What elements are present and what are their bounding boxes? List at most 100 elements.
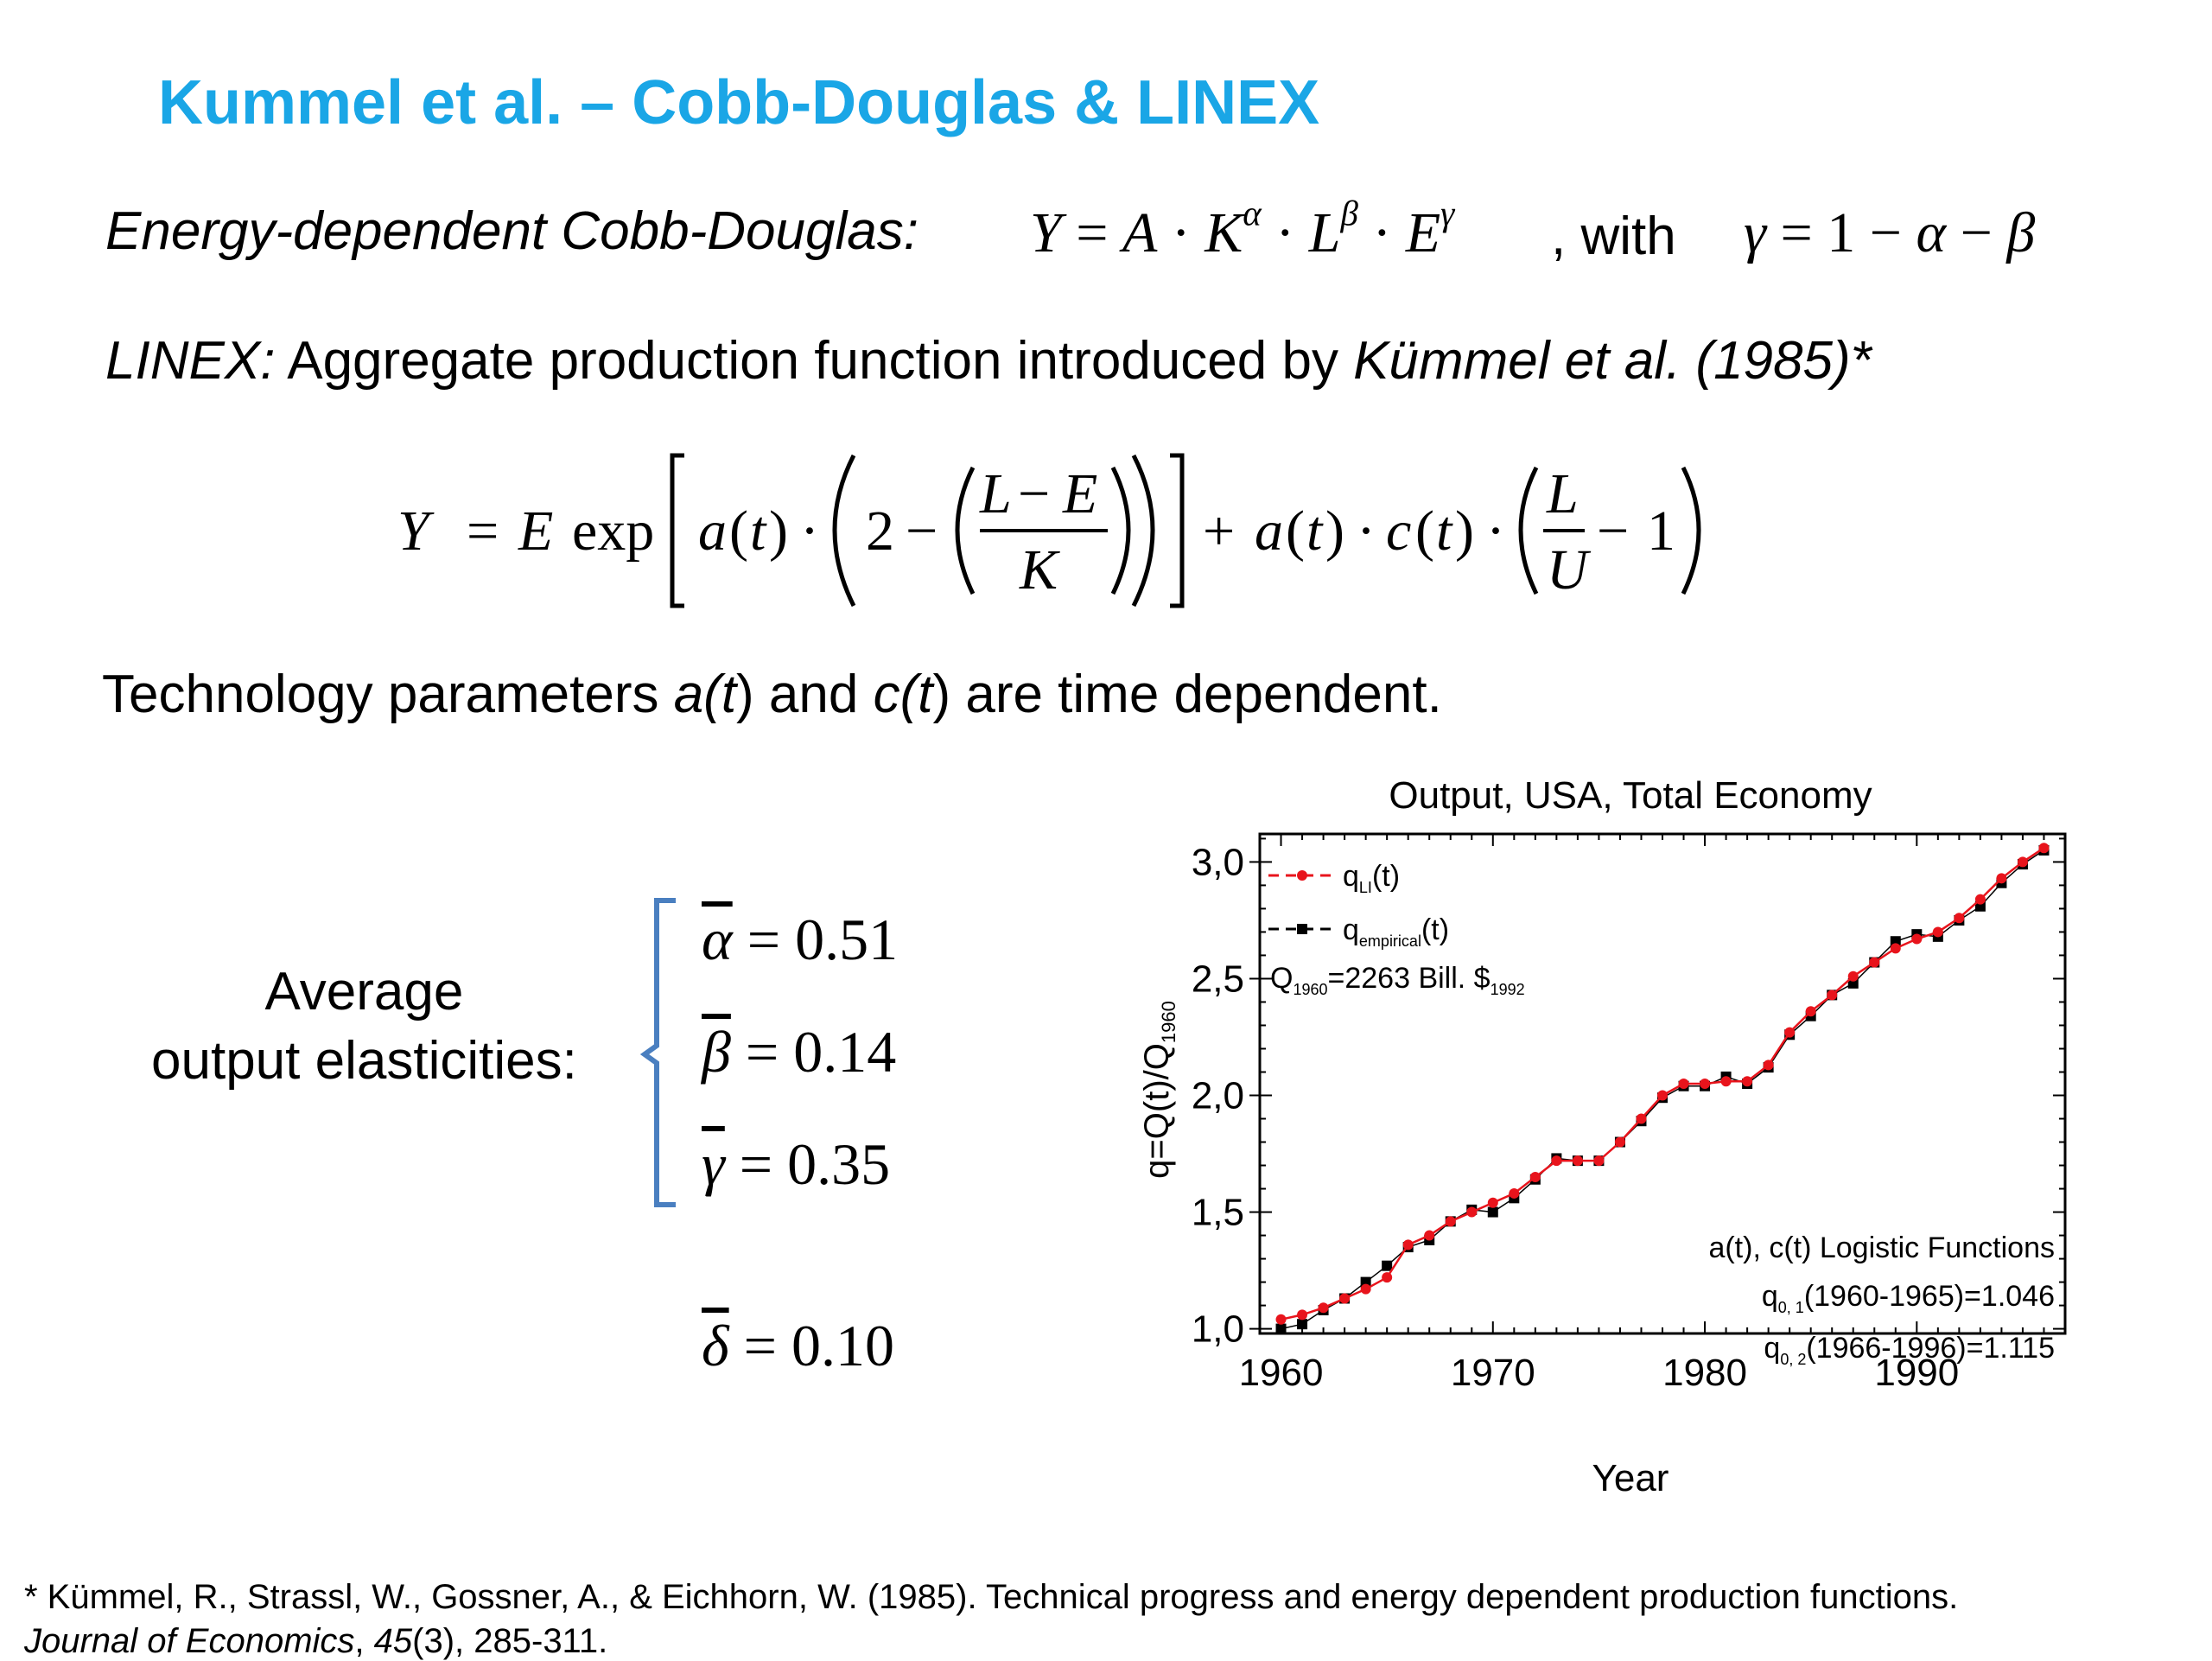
data-point-linex xyxy=(1742,1076,1753,1087)
minor-ticks xyxy=(1259,834,2066,1333)
q02-sub: 0, 2 xyxy=(1780,1351,1806,1368)
data-point-linex xyxy=(1954,913,1965,924)
footnote-sep: , xyxy=(354,1622,374,1660)
q1960-annotation: Q1960=2263 Bill. $1992 xyxy=(1270,962,1525,998)
data-point-linex xyxy=(1974,894,1986,905)
svg-text:−: − xyxy=(1597,500,1629,563)
svg-text:1: 1 xyxy=(1647,500,1675,563)
svg-text:): ) xyxy=(1325,500,1344,563)
data-point-linex xyxy=(1932,926,1943,938)
y-tick-label: 1,0 xyxy=(1192,1308,1244,1351)
elasticities-label-line2: output elasticities: xyxy=(151,1031,577,1091)
svg-text:U: U xyxy=(1547,538,1592,601)
data-point-linex xyxy=(1996,873,2007,884)
svg-text:K: K xyxy=(1019,538,1060,601)
svg-text:t: t xyxy=(1436,500,1453,563)
delta-value: 0.10 xyxy=(791,1313,894,1378)
chart-title: Output, USA, Total Economy xyxy=(1389,774,1872,817)
svg-text:·: · xyxy=(1486,500,1505,563)
y-axis: 1,0 1,5 2,0 2,5 3,0 xyxy=(1192,841,1260,1351)
q1960-prefix: Q xyxy=(1270,962,1293,995)
legend-item-linex: qLI(t) xyxy=(1268,860,1400,896)
svg-text:L: L xyxy=(1546,462,1579,525)
y-tick-label: 2,0 xyxy=(1192,1075,1244,1117)
svg-text:·: · xyxy=(1357,500,1376,563)
data-point-linex xyxy=(1636,1113,1647,1124)
data-point-linex xyxy=(1424,1230,1435,1241)
legend-empirical-main: q xyxy=(1343,913,1359,946)
svg-text:c: c xyxy=(1386,500,1411,563)
y-tick-label: 2,5 xyxy=(1192,958,1244,1000)
data-point-linex xyxy=(1529,1172,1541,1183)
data-point-linex xyxy=(1551,1155,1562,1167)
plot-border xyxy=(1258,832,2067,1335)
linex-formula: Y = E exp a ( t ) · 2 − L − E K + a ( t … xyxy=(397,453,1701,608)
q01-text: (1960-1965)=1.046 xyxy=(1804,1280,2055,1313)
svg-text:(: ( xyxy=(729,500,748,563)
beta-value: 0.14 xyxy=(793,1019,897,1085)
data-point-linex xyxy=(1466,1206,1478,1218)
svg-text:): ) xyxy=(769,500,788,563)
svg-text:2: 2 xyxy=(866,500,894,563)
alpha-value: 0.51 xyxy=(795,907,899,972)
legend-label-empirical: qempirical(t) xyxy=(1343,913,1449,950)
data-point-linex xyxy=(1890,943,1901,954)
svg-text:E: E xyxy=(1062,462,1097,525)
data-point-linex xyxy=(1572,1155,1583,1167)
q02-text: (1966-1996)=1.115 xyxy=(1806,1332,2055,1365)
cobb-douglas-label: Energy-dependent Cobb-Douglas: xyxy=(105,201,918,261)
data-point-linex xyxy=(1593,1155,1605,1167)
chart-legend: qLI(t) qempirical(t) Q1960=2263 Bill. $1… xyxy=(1268,860,1525,998)
legend-empirical-suffix: (t) xyxy=(1421,913,1449,946)
svg-text:a: a xyxy=(698,500,727,563)
alpha-elasticity: α = 0.51 xyxy=(702,907,899,972)
y-axis-label: q=Q(t)/Q1960 xyxy=(1138,1001,1179,1179)
legend-label-linex: qLI(t) xyxy=(1343,860,1400,896)
legend-empirical-sub: empirical xyxy=(1359,932,1421,950)
data-point-linex xyxy=(1382,1272,1393,1283)
svg-text:=: = xyxy=(467,500,499,563)
data-point-linex xyxy=(1784,1027,1796,1038)
legend-linex-sub: LI xyxy=(1359,879,1372,896)
x-tick-label: 1960 xyxy=(1239,1352,1324,1394)
linex-label: LINEX: xyxy=(105,331,276,391)
data-point-linex xyxy=(1614,1136,1625,1148)
legend-linex-main: q xyxy=(1343,860,1359,893)
data-point-linex xyxy=(2038,843,2050,854)
data-point-linex xyxy=(1827,990,1838,1001)
svg-text:(: ( xyxy=(1286,500,1305,563)
legend-swatch-marker-linex xyxy=(1297,870,1307,881)
linex-citation: Kümmel et al. (1985)* xyxy=(1353,331,1872,391)
y-axis-label-group: q=Q(t)/Q1960 xyxy=(1138,1001,1179,1179)
y-tick-label: 3,0 xyxy=(1192,841,1244,883)
legend-linex-suffix: (t) xyxy=(1372,860,1400,893)
svg-text:−: − xyxy=(906,500,938,563)
x-tick-label: 1980 xyxy=(1662,1352,1747,1394)
cobb-douglas-formula: Y = A · Kα · Lβ · Eγ xyxy=(1030,194,1455,264)
footnote-line2: Journal of Economics, 45(3), 285-311. xyxy=(24,1622,607,1661)
q02-annotation: q0, 2(1966-1996)=1.115 xyxy=(1764,1332,2055,1368)
elasticities-label: Average output elasticities: xyxy=(151,958,577,1096)
svg-text:a: a xyxy=(1255,500,1283,563)
data-point-linex xyxy=(1869,957,1880,968)
tech-param-c: c(t xyxy=(873,665,933,724)
svg-text:E: E xyxy=(518,500,553,563)
data-point-empirical xyxy=(1297,1319,1308,1330)
q01-annotation: q0, 1(1960-1965)=1.046 xyxy=(1762,1280,2055,1316)
data-point-linex xyxy=(1318,1302,1329,1314)
footnote-volume: 45 xyxy=(373,1622,413,1660)
data-point-linex xyxy=(1657,1090,1668,1101)
footnote-rest: (3), 285-311. xyxy=(412,1622,608,1660)
svg-text:(: ( xyxy=(1415,500,1434,563)
q01-sub: 0, 1 xyxy=(1778,1299,1804,1316)
data-point-linex xyxy=(1275,1314,1287,1325)
q1960-sub: 1960 xyxy=(1293,981,1327,998)
x-axis: 1960 1970 1980 1990 xyxy=(1239,1352,1960,1394)
linex-line: LINEX: Aggregate production function int… xyxy=(105,330,1872,391)
tech-text-3: ) are time dependent. xyxy=(932,665,1442,724)
data-point-linex xyxy=(1700,1079,1711,1089)
q1960-value: =2263 Bill. $ xyxy=(1328,962,1491,995)
gamma-value: 0.35 xyxy=(787,1131,891,1197)
svg-text:Y: Y xyxy=(397,500,435,563)
data-point-linex xyxy=(1847,971,1859,982)
